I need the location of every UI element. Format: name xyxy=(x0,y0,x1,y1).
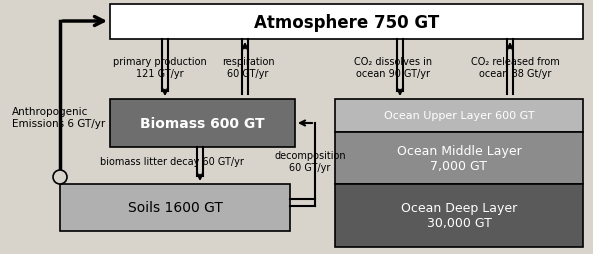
Text: Soils 1600 GT: Soils 1600 GT xyxy=(127,201,222,215)
Circle shape xyxy=(53,170,67,184)
Text: Atmosphere 750 GT: Atmosphere 750 GT xyxy=(254,13,439,31)
Bar xyxy=(335,133,583,184)
Text: decomposition
60 GT/yr: decomposition 60 GT/yr xyxy=(274,151,346,172)
Bar xyxy=(335,100,583,133)
Text: Biomass 600 GT: Biomass 600 GT xyxy=(140,117,265,131)
Text: respiration
60 GT/yr: respiration 60 GT/yr xyxy=(222,57,275,78)
Text: CO₂ released from
ocean 88 Gt/yr: CO₂ released from ocean 88 Gt/yr xyxy=(471,57,559,78)
Text: biomass litter decay 60 GT/yr: biomass litter decay 60 GT/yr xyxy=(100,156,244,166)
Text: Ocean Middle Layer
7,000 GT: Ocean Middle Layer 7,000 GT xyxy=(397,145,521,172)
Text: CO₂ dissolves in
ocean 90 GT/yr: CO₂ dissolves in ocean 90 GT/yr xyxy=(354,57,432,78)
Text: Ocean Upper Layer 600 GT: Ocean Upper Layer 600 GT xyxy=(384,111,534,121)
Text: primary production
121 GT/yr: primary production 121 GT/yr xyxy=(113,57,207,78)
Text: Ocean Deep Layer
30,000 GT: Ocean Deep Layer 30,000 GT xyxy=(401,202,517,230)
Bar xyxy=(60,184,290,231)
Text: Anthropogenic
Emissions 6 GT/yr: Anthropogenic Emissions 6 GT/yr xyxy=(12,107,105,128)
Bar xyxy=(110,5,583,40)
Bar xyxy=(110,100,295,147)
Bar xyxy=(335,184,583,247)
